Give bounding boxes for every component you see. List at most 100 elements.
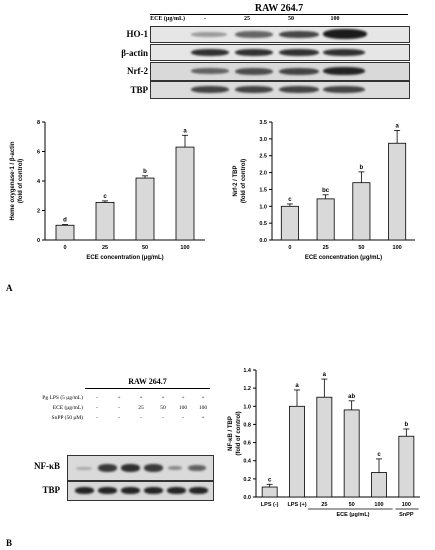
- blot-strip-ho1: [150, 26, 410, 43]
- snpp-group-label: SnPP: [399, 512, 414, 518]
- x-tick-label: 100: [402, 502, 411, 508]
- treatment-label: Pg LPS (5 μg/mL): [42, 395, 83, 401]
- band: [75, 487, 94, 494]
- band: [98, 487, 117, 494]
- treatment-value: +: [181, 395, 185, 401]
- x-tick-label: 0: [63, 245, 66, 251]
- cell-line-header-a: RAW 264.7: [254, 3, 304, 14]
- band: [235, 31, 273, 38]
- y-tick-label: 2.5: [259, 154, 267, 160]
- bar: [371, 472, 387, 498]
- y-tick-label: 1.0: [243, 404, 251, 410]
- y-tick-label: 0.0: [259, 238, 267, 244]
- y-tick-label: 4: [37, 179, 41, 185]
- y-tick-label: 2: [37, 209, 40, 215]
- treatment-value: -: [162, 415, 164, 421]
- band: [189, 487, 208, 494]
- y-tick-label: 0.8: [243, 422, 251, 428]
- x-tick-label: 0: [288, 245, 291, 251]
- treatment-value: 50: [160, 405, 166, 411]
- treatment-value: -: [96, 405, 98, 411]
- y-tick-label: 1.5: [259, 187, 267, 193]
- significance-letter: b: [143, 169, 147, 175]
- band: [191, 86, 229, 93]
- significance-letter: a: [323, 372, 327, 378]
- band: [279, 49, 319, 56]
- band: [191, 68, 229, 74]
- blot-strip-tbp-b: [67, 481, 214, 501]
- blot-label-tbp: TBP: [130, 85, 148, 95]
- nrf2-bar-chart: 0.0 0.5 1.0 1.5 2.0 2.5 3.0 3.5 Nrf-2 / TBP (fold…: [233, 120, 415, 261]
- band: [279, 68, 319, 75]
- significance-letter: b: [404, 422, 408, 428]
- blot-label-beta-actin: β-actin: [121, 48, 148, 58]
- bar: [280, 205, 299, 241]
- treatment-value: -: [182, 415, 184, 421]
- header-rule-a: [150, 14, 408, 15]
- y-tick-label: 0.6: [243, 441, 251, 447]
- significance-letter: ab: [348, 394, 355, 400]
- bar: [95, 201, 115, 241]
- treatment-value: +: [161, 395, 165, 401]
- band: [323, 49, 365, 56]
- treatment-label: SnPP (50 μM): [51, 415, 83, 421]
- bar: [135, 177, 155, 241]
- x-tick-label: LPS (+): [287, 502, 306, 508]
- significance-letter: c: [377, 452, 381, 458]
- ece-value: 50: [288, 16, 294, 22]
- bar: [398, 435, 415, 498]
- ece-value: 100: [330, 16, 340, 22]
- treatment-value: 100: [178, 405, 188, 411]
- treatment-row: SnPP (50 μM) - - - - - +: [10, 415, 210, 425]
- band: [121, 487, 140, 494]
- significance-letter: a: [395, 123, 399, 129]
- x-axis-label: ECE concentration (μg/mL): [86, 255, 163, 261]
- blot-strip-beta-actin: [150, 44, 410, 61]
- nfkb-bar-chart: 0.0 0.2 0.4 0.6 0.8 1.0 1.2 1.4 NF-κB / TBP (fold…: [228, 368, 420, 518]
- y-tick-label: 0.2: [243, 477, 251, 483]
- treatment-value: -: [96, 415, 98, 421]
- band: [121, 464, 140, 472]
- ece-value: 25: [244, 16, 250, 22]
- treatment-row: ECE (μg/mL) - - 25 50 100 100: [10, 405, 210, 415]
- band: [323, 67, 365, 75]
- band: [323, 86, 365, 93]
- band: [235, 49, 273, 56]
- y-tick-label: 8: [37, 120, 40, 126]
- bar: [316, 396, 333, 498]
- y-tick-label: 0.0: [243, 495, 251, 501]
- blot-label-nfkb: NF-κB: [34, 461, 60, 471]
- y-tick-label: 1.4: [243, 368, 252, 374]
- x-tick-label: 50: [358, 245, 364, 251]
- x-tick-label: 100: [180, 245, 189, 251]
- y-tick-label: 0.4: [243, 459, 252, 465]
- y-tick-label: 3.5: [259, 120, 267, 126]
- ece-values-row-a: - 25 50 100: [195, 16, 405, 26]
- x-tick-label: 100: [374, 502, 383, 508]
- blot-label-nrf2: Nrf-2: [127, 66, 148, 76]
- x-tick-label: 25: [323, 245, 329, 251]
- treatment-value: -: [140, 415, 142, 421]
- blot-label-ho1: HO-1: [126, 29, 149, 39]
- treatment-value: +: [201, 415, 205, 421]
- band: [167, 487, 186, 494]
- panel-letter-b: B: [6, 538, 13, 548]
- treatment-value: -: [118, 405, 120, 411]
- band: [76, 467, 92, 470]
- y-axis-label: Heme oxygenase-1 / β-actin: [10, 141, 16, 220]
- bar: [175, 146, 195, 241]
- bar: [343, 409, 360, 498]
- ho1-bar-chart: 0 2 4 6 8 Heme oxygenase-1 / β-actin (fold of …: [10, 120, 205, 261]
- x-tick-label: 25: [321, 502, 327, 508]
- significance-letter: c: [268, 477, 272, 483]
- band: [323, 29, 367, 39]
- y-tick-label: 6: [37, 150, 40, 156]
- y-axis-label: Nrf-2 / TBP: [233, 165, 239, 196]
- ece-group-label: ECE (μg/mL): [337, 512, 370, 518]
- bar: [352, 182, 371, 241]
- y-axis-label: (fold of control): [236, 411, 242, 455]
- significance-letter: a: [183, 128, 187, 134]
- band: [279, 31, 319, 38]
- panel-letter-a: A: [6, 283, 13, 293]
- treatment-label: ECE (μg/mL): [52, 405, 83, 411]
